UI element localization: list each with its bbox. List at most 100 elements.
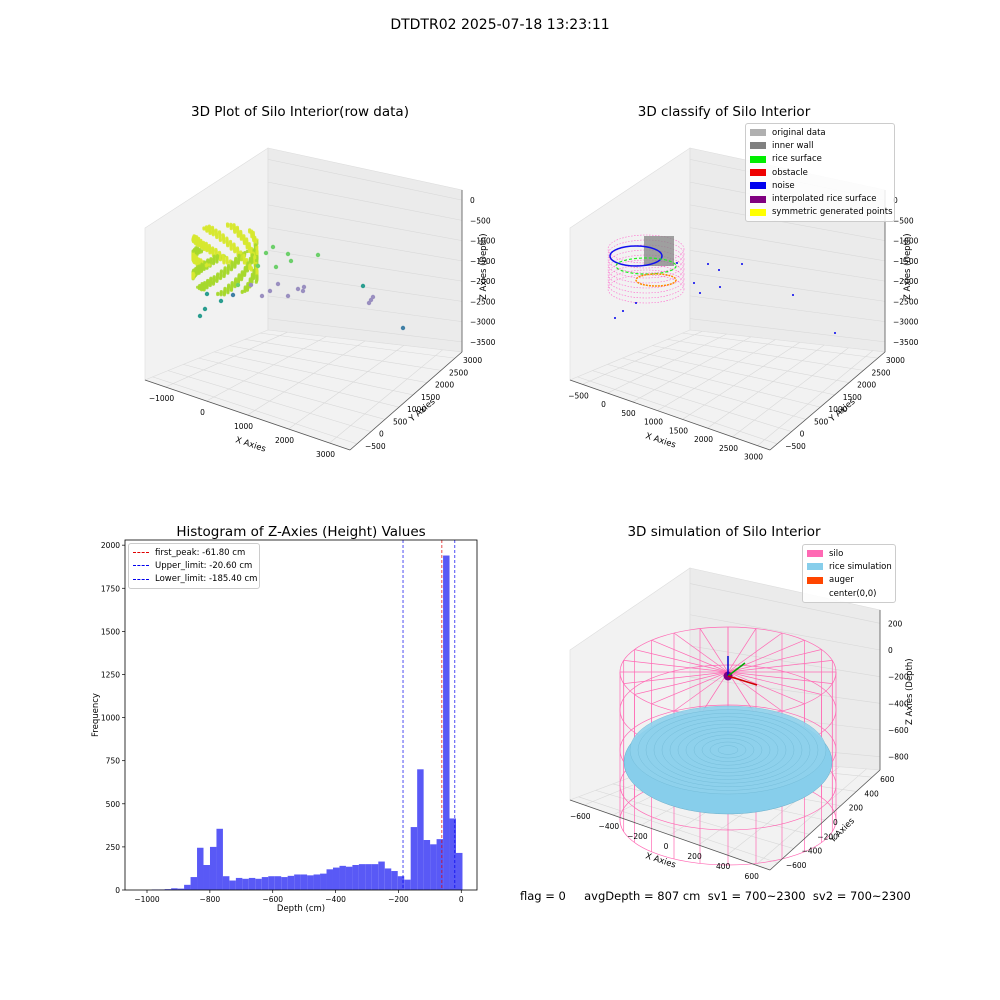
panel1-cluster-point [209,276,213,280]
panel1-cluster-point [252,268,256,272]
histogram-bar [430,844,437,890]
histogram-y-tick: 1500 [101,627,120,636]
panel1-cluster-point [245,237,249,241]
panel1-cluster-point [252,248,256,252]
panel4-y-tick: 400 [864,789,879,798]
rice-mesh-ring [709,741,747,759]
panel2-original-ring [607,264,685,294]
legend-label: symmetric generated points [772,207,893,218]
panel1-scatter-point [400,325,406,331]
panel2-z-tick: −2000 [893,277,919,286]
panel1-cluster-point [210,225,215,229]
panel1-z-tick: −1000 [470,237,496,246]
histogram-bar [313,874,321,890]
panel1-cluster-point [245,258,249,262]
panel1-cluster-point [199,258,203,262]
panel1-x-tick: 1000 [234,422,253,431]
panel1-scatter-point [197,313,203,319]
rice-mesh-ring [677,727,779,773]
legend-swatch [750,195,766,203]
panel1-z-tick: 0 [470,196,475,205]
silo-roof-spoke [634,649,729,673]
panel1-y-tick: 2000 [435,381,454,390]
panel1-cluster-point [193,254,197,258]
auger-y-arrow [727,662,746,677]
panel1-z-label: Z Axies (Depth) [479,233,489,300]
panel1-title: 3D Plot of Silo Interior(row data) [191,104,409,120]
legend-label: center(0,0) [829,588,877,599]
panel1-cluster-point [216,272,220,276]
panel1-cluster-point [234,277,238,281]
panel1-scatter-point [285,251,291,257]
panel1-cluster-point [195,235,199,239]
histogram-bar [358,864,366,890]
panel2-noise-point [622,310,624,312]
silo-roof-spoke [623,671,729,684]
histogram-x-tick: −1000 [134,895,160,904]
histogram-y-tick: 1000 [101,714,120,723]
panel1-cluster-point [237,273,241,277]
panel2-x-tick: 1500 [669,426,688,435]
legend-label: Lower_limit: -185.40 cm [155,574,258,585]
panel1-scatter-point [301,284,307,290]
panel4-x-tick: 0 [664,842,669,851]
panel2-original-ring [607,239,685,269]
histogram-bar [248,877,256,890]
panel1-cluster-point [207,243,211,248]
panel4-legend-item: rice simulation [803,560,895,573]
legend-swatch [750,169,766,177]
panel2-legend-item: symmetric generated points [746,206,894,219]
panel1-scatter-point [255,263,261,269]
panel1-cluster-point [207,224,211,228]
panel2-z-tick: −1500 [893,257,919,266]
panel4-y-axis [769,769,881,871]
panel2-x-axis [569,379,771,451]
panel1-cluster-point [221,233,225,237]
histogram-bar [184,884,191,890]
panel1-cluster-point [223,266,227,270]
panel1-cluster-point [243,285,247,289]
panel1-cluster-point [250,272,254,276]
legend-swatch [750,182,766,190]
panel4-z-tick: −800 [888,753,909,762]
panel2-y-tick: 500 [814,417,829,426]
panel1-cluster-point [214,247,218,252]
rice-mesh-ring [645,712,811,787]
panel1-cluster-point [206,258,210,262]
panel1-cluster-point [239,250,243,254]
panel4-legend-item: silo [803,547,895,560]
panel1-cluster-point [240,270,244,274]
panel1-x-tick: 0 [200,408,205,417]
rice-mesh-ring [669,723,787,777]
silo-roof-spoke [699,628,729,673]
panel2-legend-item: interpolated rice surface [746,192,894,205]
panel1-cluster-point [221,253,225,257]
rice-simulation-top [630,706,826,794]
panel2-y-tick: 1000 [828,405,847,414]
panel1-cluster-point [232,242,236,246]
legend-label: first_peak: -61.80 cm [155,547,246,558]
rice-mesh-ring [693,734,763,766]
panel1-cluster-point [206,278,210,283]
panel1-cluster-point [209,257,213,261]
panel1-cluster-point [230,260,234,264]
legend-label: silo [829,548,844,559]
panel1-cluster-point [255,269,259,273]
panel2-z-tick: −3500 [893,338,919,347]
panel3-legend: first_peak: -61.80 cm Upper_limit: -20.60… [128,543,260,589]
panel1-cluster-point [225,222,230,226]
histogram-bar [307,875,314,890]
panel1-cluster-point [200,282,204,286]
histogram-bar [222,876,230,890]
panel2-z-label: Z Axies (Depth) [903,233,913,300]
panel2-original-ring [607,269,685,299]
panel1-cluster-point [223,286,227,290]
histogram-y-tick: 500 [106,800,121,809]
panel2-original-ring [607,254,685,284]
panel2-x-tick: 0 [601,400,606,409]
panel2-y-tick: 0 [800,430,805,439]
legend-swatch [133,565,149,567]
panel1-cluster-point [232,223,236,227]
panel2-legend-item: original data [746,126,894,139]
panel4-z-tick: −600 [888,726,909,735]
